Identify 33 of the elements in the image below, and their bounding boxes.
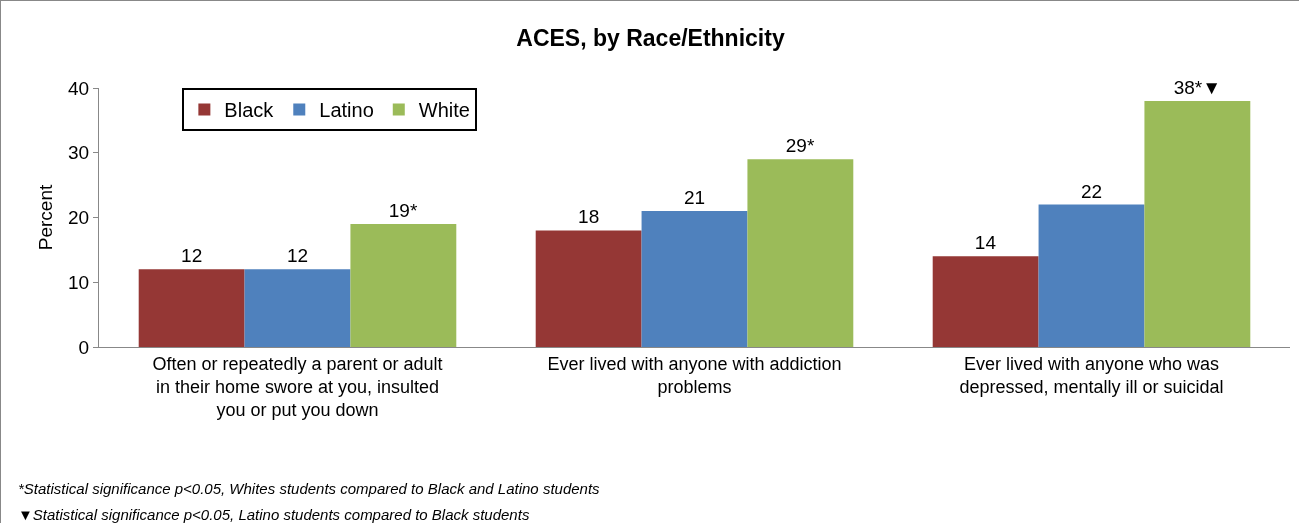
text: *Statistical significance p<0.05, Whites students compared to Black and Latino students bbox=[18, 480, 601, 497]
data-label: 19* bbox=[388, 199, 418, 221]
bar bbox=[138, 269, 245, 347]
y-tick-label: 0 bbox=[78, 336, 90, 358]
bar bbox=[535, 230, 642, 347]
bar bbox=[747, 159, 854, 347]
data-label: 14 bbox=[974, 232, 997, 254]
bar bbox=[1038, 204, 1145, 347]
legend-label: Black bbox=[224, 99, 275, 122]
legend-label: White bbox=[418, 99, 470, 122]
y-tick-label: 10 bbox=[68, 271, 90, 293]
text: ▼Statistical significance p<0.05, Latino students compared to Black students bbox=[18, 506, 530, 523]
y-axis-title: Percent bbox=[34, 184, 56, 251]
data-label: 12 bbox=[181, 245, 203, 267]
x-tick-label: Often or repeatedly a parent or adult in their home swore at you, insulted you or put you down bbox=[152, 353, 443, 421]
bar bbox=[932, 256, 1039, 347]
x-tick-label: Ever lived with anyone with addiction problems bbox=[547, 353, 842, 397]
bar bbox=[1144, 100, 1251, 347]
data-label: 29* bbox=[785, 135, 815, 157]
data-label: 21 bbox=[683, 187, 706, 209]
y-tick-label: 40 bbox=[68, 77, 90, 99]
data-label: 38*▼ bbox=[1173, 76, 1222, 98]
bar bbox=[641, 211, 748, 347]
y-tick-label: 20 bbox=[68, 207, 90, 229]
data-label: 18 bbox=[578, 206, 600, 228]
x-tick-label: Ever lived with anyone who was depressed, mentally ill or suicidal bbox=[959, 353, 1224, 397]
y-tick-label: 30 bbox=[68, 142, 90, 164]
chart-title: ACES, by Race/Ethnicity bbox=[516, 24, 785, 51]
bar bbox=[350, 223, 457, 347]
data-label: 12 bbox=[286, 245, 309, 267]
bar bbox=[244, 269, 351, 347]
data-label: 22 bbox=[1080, 180, 1103, 202]
legend-label: Latino bbox=[319, 99, 374, 122]
